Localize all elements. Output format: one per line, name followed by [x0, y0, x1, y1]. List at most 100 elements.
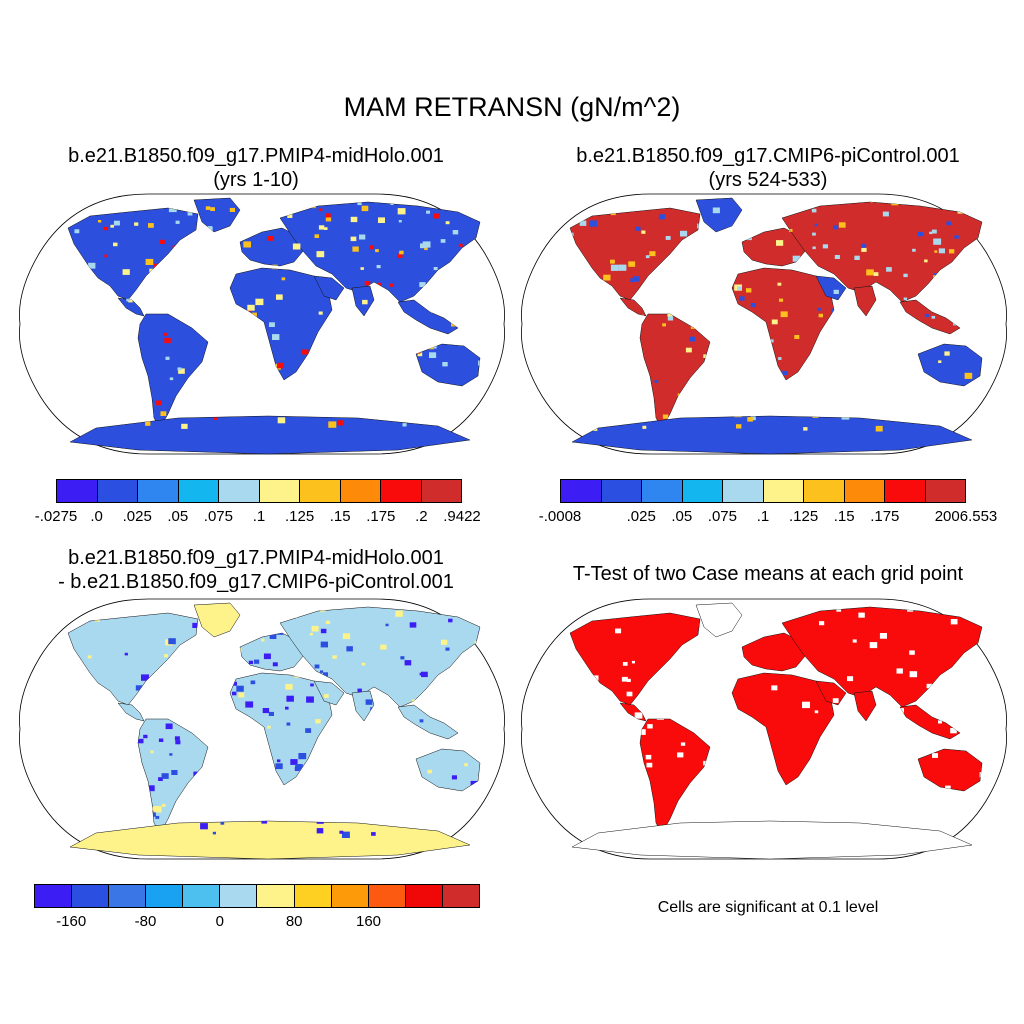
grid-cell	[261, 638, 265, 642]
continent-seasia	[899, 704, 961, 740]
grid-cell	[451, 775, 457, 780]
continent-namerica	[569, 207, 701, 301]
grid-cell	[364, 281, 371, 286]
colorbar-tick-label: .175	[870, 508, 900, 525]
grid-cell	[836, 608, 842, 612]
land-fill	[67, 197, 481, 455]
grid-cell	[794, 335, 800, 339]
grid-cell	[926, 683, 933, 689]
grid-cell	[603, 274, 611, 281]
grid-cell	[448, 618, 453, 623]
colorbar-swatch	[723, 480, 764, 502]
grid-cell	[478, 360, 480, 366]
grid-cell	[362, 299, 368, 305]
grid-cell	[458, 243, 463, 247]
grid-cell	[954, 235, 959, 239]
grid-cell	[31, 644, 38, 650]
grid-cell	[912, 248, 916, 252]
grid-cell	[703, 354, 708, 358]
grid-cell	[818, 313, 823, 318]
colorbar-swatch	[183, 885, 221, 907]
grid-cell	[323, 227, 328, 230]
grid-cell	[397, 253, 403, 258]
grid-cell	[779, 298, 784, 302]
grid-cell	[638, 729, 646, 735]
grid-cell	[162, 803, 166, 807]
grid-cell	[909, 671, 918, 678]
grid-cell	[214, 417, 218, 420]
grid-cell	[35, 818, 40, 822]
panel-2-map	[521, 193, 1007, 455]
grid-cell	[998, 207, 1002, 210]
grid-cell	[34, 202, 38, 205]
colorbar-swatch	[138, 480, 179, 502]
continent-antarctica	[571, 820, 973, 860]
grid-cell	[98, 220, 102, 223]
colorbar-tick-label: .075	[203, 508, 233, 525]
grid-cell	[626, 691, 633, 697]
grid-cell	[445, 221, 450, 225]
grid-cell	[483, 229, 491, 235]
grid-cell	[822, 244, 828, 249]
grid-cell	[397, 208, 406, 215]
grid-cell	[903, 273, 908, 278]
colorbar-tick-label: .15	[833, 508, 855, 525]
grid-cell	[964, 372, 973, 379]
panel-1-years: (yrs 1-10)	[213, 169, 299, 191]
grid-cell	[950, 619, 958, 625]
grid-cell	[314, 664, 320, 669]
colorbar-swatch	[561, 480, 602, 502]
grid-cell	[422, 241, 431, 248]
grid-cell	[385, 623, 389, 627]
grid-cell	[641, 230, 646, 234]
colorbar-tick-label: 160	[355, 913, 382, 930]
significance-note: Cells are significant at 0.1 level	[657, 899, 879, 916]
colorbar-swatch	[885, 480, 926, 502]
grid-cell	[337, 420, 344, 426]
continent-seasia	[899, 299, 961, 335]
continent-asia	[279, 201, 481, 303]
continent-australia	[917, 748, 983, 792]
grid-cell	[164, 654, 168, 658]
grid-cell	[771, 319, 778, 325]
colorbar-tick-label: .025	[626, 508, 656, 525]
grid-cell	[579, 220, 587, 226]
grid-cell	[346, 646, 353, 652]
grid-cell	[52, 626, 58, 631]
grid-cell	[903, 297, 908, 301]
grid-cell	[667, 316, 674, 321]
grid-cell	[441, 639, 448, 645]
grid-cell	[143, 734, 148, 739]
grid-cell	[210, 207, 215, 211]
grid-cell	[778, 357, 782, 360]
grid-cell	[909, 650, 915, 655]
grid-cell	[814, 710, 819, 714]
grid-cell	[158, 777, 163, 781]
grid-cell	[339, 830, 344, 834]
grid-cell	[350, 216, 358, 223]
grid-cell	[419, 719, 424, 723]
colorbar-tick-label: .125	[788, 508, 819, 525]
grid-cell	[736, 424, 742, 429]
grid-cell	[421, 671, 428, 678]
grid-cell	[817, 307, 821, 311]
continent-asia	[781, 201, 983, 303]
grid-cell	[286, 722, 291, 726]
grid-cell	[113, 242, 118, 247]
grid-cell	[261, 819, 268, 824]
colorbar-tick-label: .175	[366, 508, 396, 525]
colorbar-tick-label: -.0008	[538, 508, 582, 525]
colorbar-tick-label: .0	[90, 508, 103, 525]
grid-cell	[945, 785, 951, 791]
grid-cell	[145, 421, 151, 426]
continent-arabia	[313, 275, 345, 301]
grid-cell	[232, 681, 237, 686]
grid-cell	[220, 821, 225, 825]
grid-cell	[662, 323, 666, 327]
grid-cell	[118, 831, 125, 837]
grid-cell	[41, 815, 47, 820]
continent-antarctica	[69, 820, 471, 860]
grid-cell	[847, 676, 854, 682]
grid-cell	[23, 390, 29, 395]
continent-greenland	[193, 197, 241, 233]
